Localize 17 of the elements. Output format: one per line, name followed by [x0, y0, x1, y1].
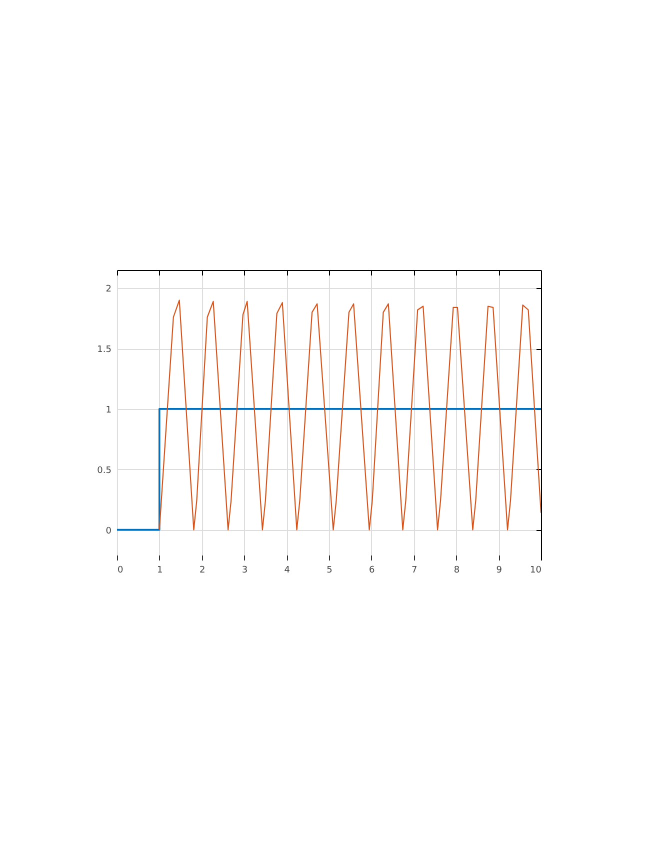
- y-tick-label: 2: [106, 284, 112, 295]
- x-tick-label: 0: [118, 566, 124, 576]
- x-tick-label: 4: [284, 566, 290, 576]
- x-tick-label: 2: [199, 566, 206, 576]
- x-tick-label: 8: [454, 566, 460, 576]
- x-tick-label: 1: [157, 566, 163, 576]
- x-tick-label: 10: [530, 566, 542, 576]
- x-tick-label: 7: [411, 566, 418, 576]
- y-tick-label: 0: [106, 526, 112, 536]
- x-tick-label: 9: [496, 566, 502, 576]
- y-tick-label: 1: [106, 405, 112, 416]
- y-tick-label: 0.5: [97, 466, 112, 476]
- x-tick-label: 6: [369, 566, 376, 576]
- x-tick-label: 3: [242, 566, 248, 576]
- x-tick-label: 5: [326, 566, 332, 576]
- y-tick-label: 1.5: [97, 345, 112, 356]
- line-series: [158, 300, 541, 530]
